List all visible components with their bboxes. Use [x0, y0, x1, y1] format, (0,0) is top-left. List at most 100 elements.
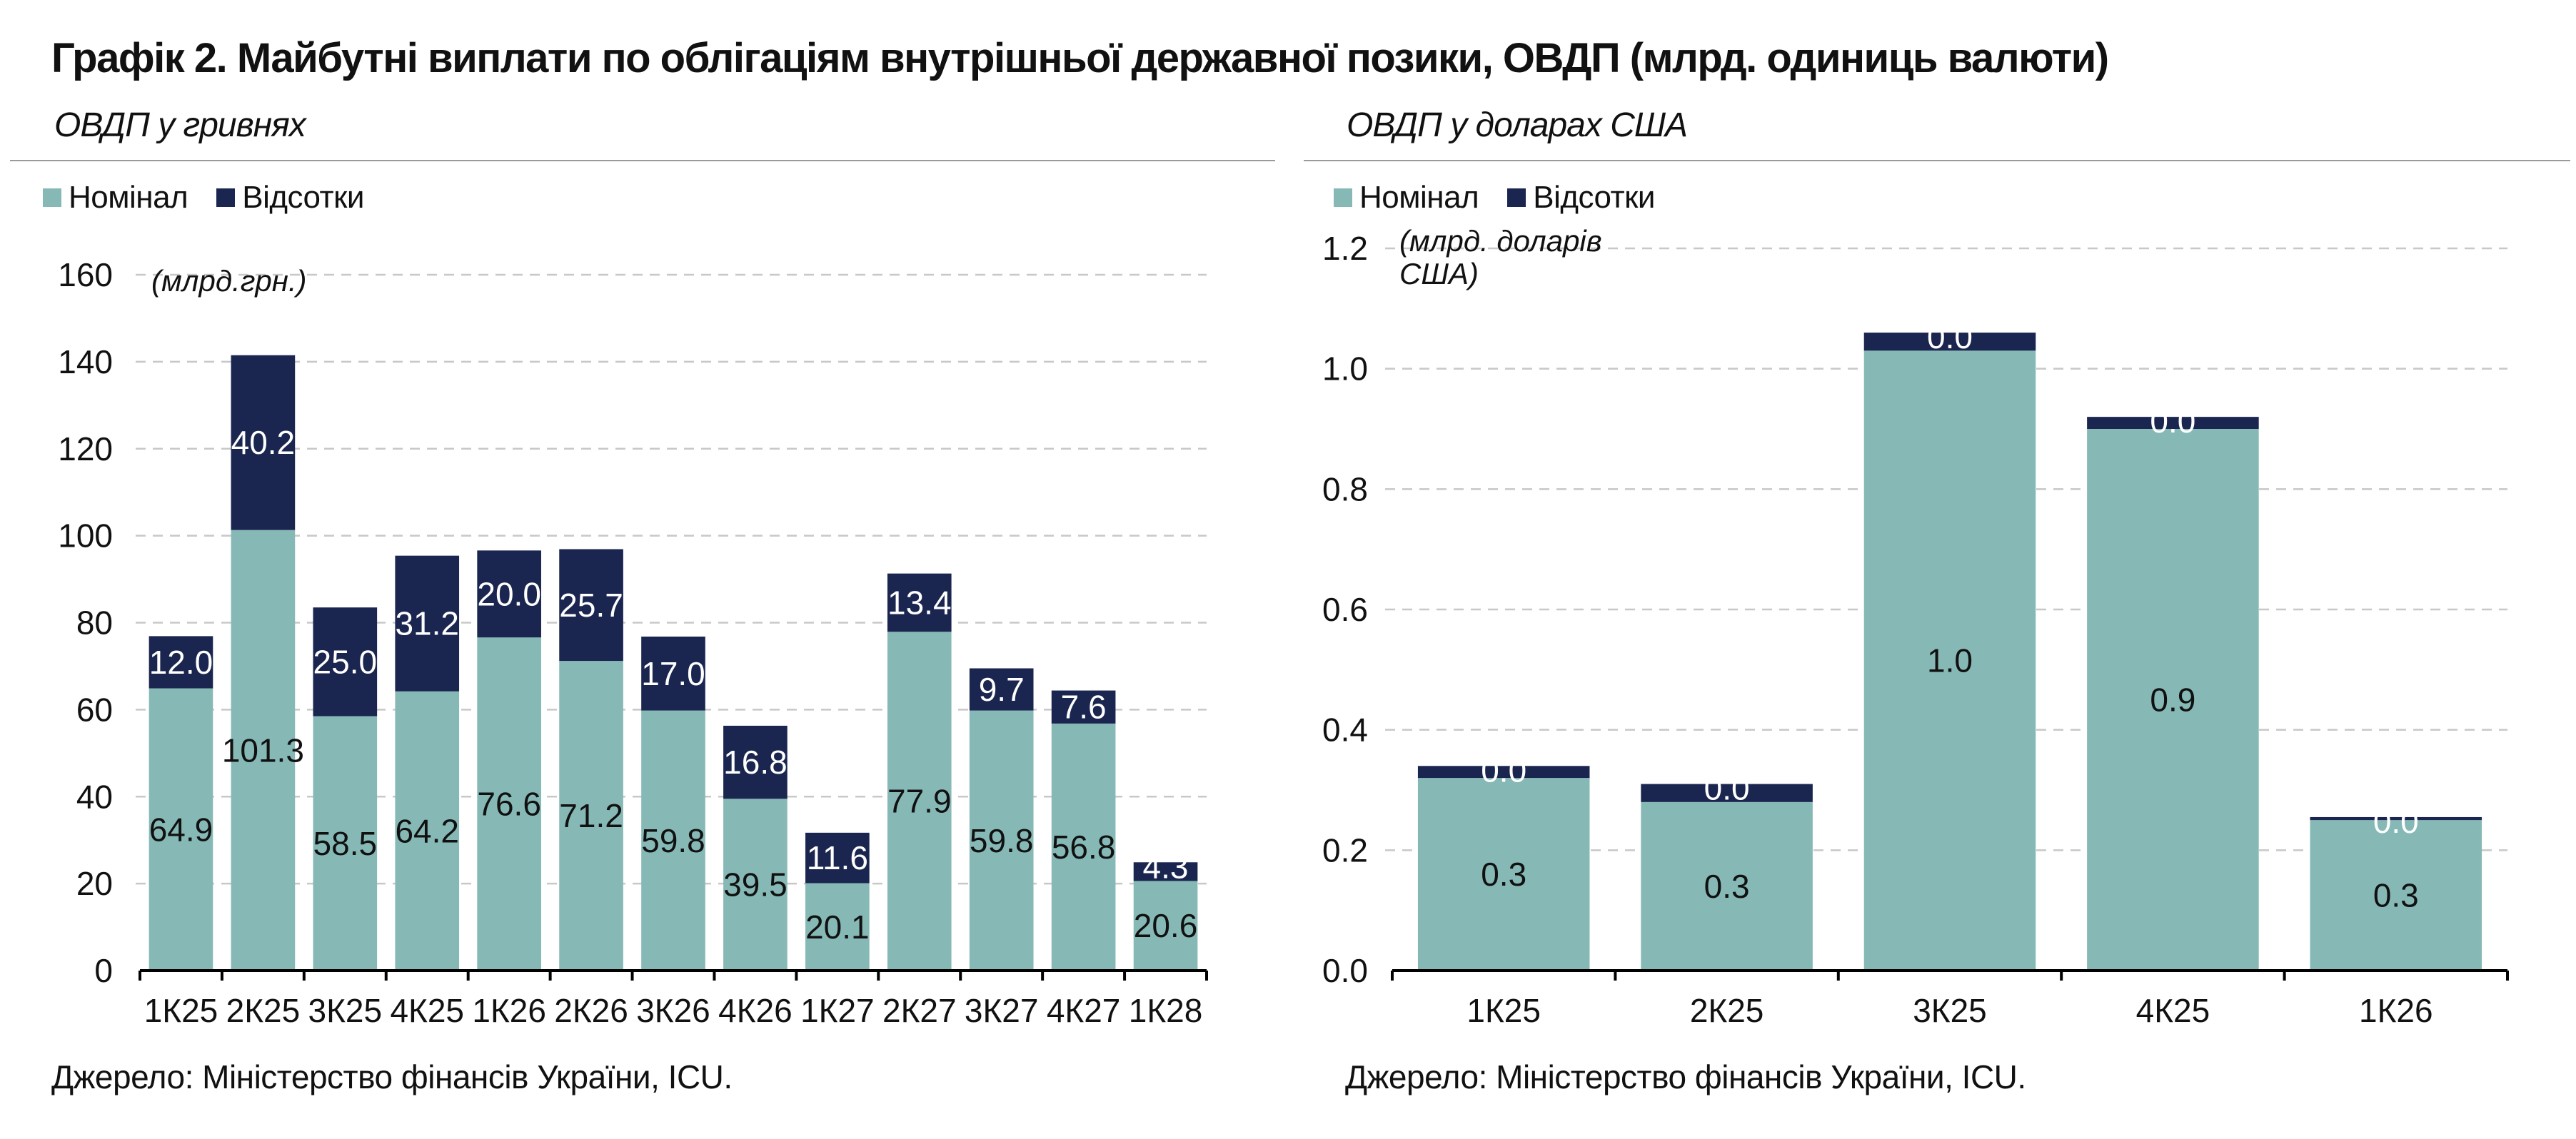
y-tick-label: 0.6: [1322, 591, 1368, 628]
nominal-bar: [723, 799, 788, 971]
unit-note: (млрд.грн.): [151, 264, 307, 298]
y-tick-label: 0.4: [1322, 712, 1368, 749]
usd-legend-nominal: Номінал: [1334, 180, 1479, 216]
y-tick-label: 0.8: [1322, 470, 1368, 507]
x-tick-label: 4К25: [390, 992, 464, 1029]
interest-bar: [149, 636, 213, 689]
nominal-value-label: 76.6: [477, 786, 541, 823]
interest-swatch: [1507, 188, 1526, 207]
y-tick-label: 0: [94, 952, 113, 989]
x-tick-label: 1К27: [800, 992, 875, 1029]
nominal-bar: [1863, 350, 2036, 971]
nominal-value-label: 59.8: [970, 822, 1034, 859]
uah-legend-nominal-label: Номінал: [69, 180, 188, 215]
interest-bar: [723, 725, 788, 799]
x-tick-label: 3К25: [308, 992, 383, 1029]
nominal-value-label: 64.2: [395, 812, 459, 849]
x-tick-label: 2К25: [1690, 992, 1764, 1029]
interest-bar: [2087, 417, 2259, 429]
x-tick-label: 2К27: [882, 992, 957, 1029]
interest-value-label: 0.0: [1704, 770, 1750, 807]
interest-value-label: 13.4: [887, 584, 952, 621]
uah-bar-chart: 0 20 40 60 80 100 120 140 160 (млрд.грн.) 64.9 12.0…: [58, 256, 1208, 1029]
nominal-value-label: 0.3: [2373, 877, 2419, 914]
interest-bar: [1417, 766, 1590, 779]
nominal-bar: [887, 632, 952, 971]
usd-legend-nominal-label: Номінал: [1359, 180, 1479, 215]
interest-bar: [395, 555, 460, 692]
x-tick-label: 1К26: [472, 992, 546, 1029]
x-tick-label: 4К25: [2136, 992, 2210, 1029]
y-tick-label: 0.2: [1322, 831, 1368, 869]
x-tick-label: 3К27: [965, 992, 1039, 1029]
uah-source-note: Джерело: Міністерство фінансів України, …: [51, 1058, 733, 1095]
nominal-value-label: 77.9: [887, 783, 952, 820]
y-tick-label: 160: [58, 256, 113, 293]
interest-value-label: 11.6: [807, 839, 868, 876]
nominal-bar: [641, 710, 705, 971]
interest-value-label: 17.0: [641, 655, 705, 692]
usd-source-note: Джерело: Міністерство фінансів України, …: [1345, 1058, 2026, 1095]
interest-value-label: 0.0: [2150, 403, 2195, 440]
x-tick-label: 1К25: [1466, 992, 1541, 1029]
nominal-bar: [1133, 881, 1198, 971]
page-title: Графік 2. Майбутні виплати по облігаціям…: [51, 35, 2109, 81]
nominal-bar: [805, 883, 870, 971]
x-tick-label: 1К26: [2359, 992, 2433, 1029]
usd-legend-interest-label: Відсотки: [1533, 180, 1655, 215]
x-tick-label: 2К26: [554, 992, 628, 1029]
nominal-value-label: 0.3: [1481, 856, 1526, 893]
nominal-bar: [1641, 801, 1813, 971]
y-tick-label: 100: [58, 517, 113, 555]
interest-value-label: 16.8: [723, 744, 788, 781]
nominal-value-label: 0.9: [2150, 682, 2195, 719]
x-tick-label: 4К26: [718, 992, 793, 1029]
usd-chart-subtitle: ОВДП у доларах США: [1347, 106, 1688, 144]
interest-value-label: 4.3: [1143, 848, 1189, 885]
y-tick-label: 1.0: [1322, 350, 1368, 388]
nominal-value-label: 20.1: [805, 908, 870, 946]
interest-bar: [559, 549, 623, 662]
nominal-value-label: 56.8: [1052, 829, 1116, 866]
interest-swatch: [216, 188, 236, 207]
nominal-swatch: [1334, 188, 1352, 207]
interest-value-label: 0.0: [1927, 318, 1973, 355]
interest-value-label: 20.0: [477, 575, 541, 612]
interest-value-label: 9.7: [979, 671, 1025, 708]
uah-chart-subtitle: ОВДП у гривнях: [54, 106, 306, 144]
uah-legend-interest-label: Відсотки: [242, 180, 364, 215]
nominal-bar: [2310, 820, 2482, 971]
interest-bar: [969, 668, 1034, 711]
x-tick-label: 1К25: [144, 992, 218, 1029]
interest-value-label: 12.0: [149, 644, 213, 681]
interest-bar: [1051, 690, 1116, 724]
y-tick-label: 140: [58, 343, 113, 380]
nominal-value-label: 71.2: [559, 797, 623, 834]
y-tick-label: 0.0: [1322, 952, 1368, 989]
uah-chart-legend: Номінал Відсотки: [43, 180, 393, 216]
nominal-bar: [969, 710, 1034, 971]
interest-value-label: 31.2: [395, 605, 459, 642]
interest-bar: [477, 550, 541, 638]
interest-bar: [2310, 816, 2482, 821]
nominal-bar: [395, 691, 460, 971]
interest-value-label: 40.2: [231, 424, 296, 461]
interest-value-label: 25.0: [313, 643, 378, 680]
interest-bar: [231, 355, 296, 530]
interest-bar: [313, 607, 378, 717]
nominal-bar: [2087, 429, 2259, 971]
usd-legend-interest: Відсотки: [1507, 180, 1655, 216]
interest-value-label: 0.0: [2373, 803, 2419, 840]
nominal-bar: [477, 637, 541, 971]
uah-legend-nominal: Номінал: [43, 180, 188, 216]
interest-bar: [1133, 862, 1198, 881]
interest-bar: [805, 832, 870, 884]
y-tick-label: 60: [76, 691, 113, 728]
y-tick-label: 80: [76, 604, 113, 642]
y-tick-label: 1.2: [1322, 230, 1368, 267]
usd-header-rule: [1304, 160, 2570, 161]
interest-value-label: 25.7: [559, 587, 623, 624]
uah-legend-interest: Відсотки: [216, 180, 364, 216]
nominal-bar: [149, 688, 213, 971]
